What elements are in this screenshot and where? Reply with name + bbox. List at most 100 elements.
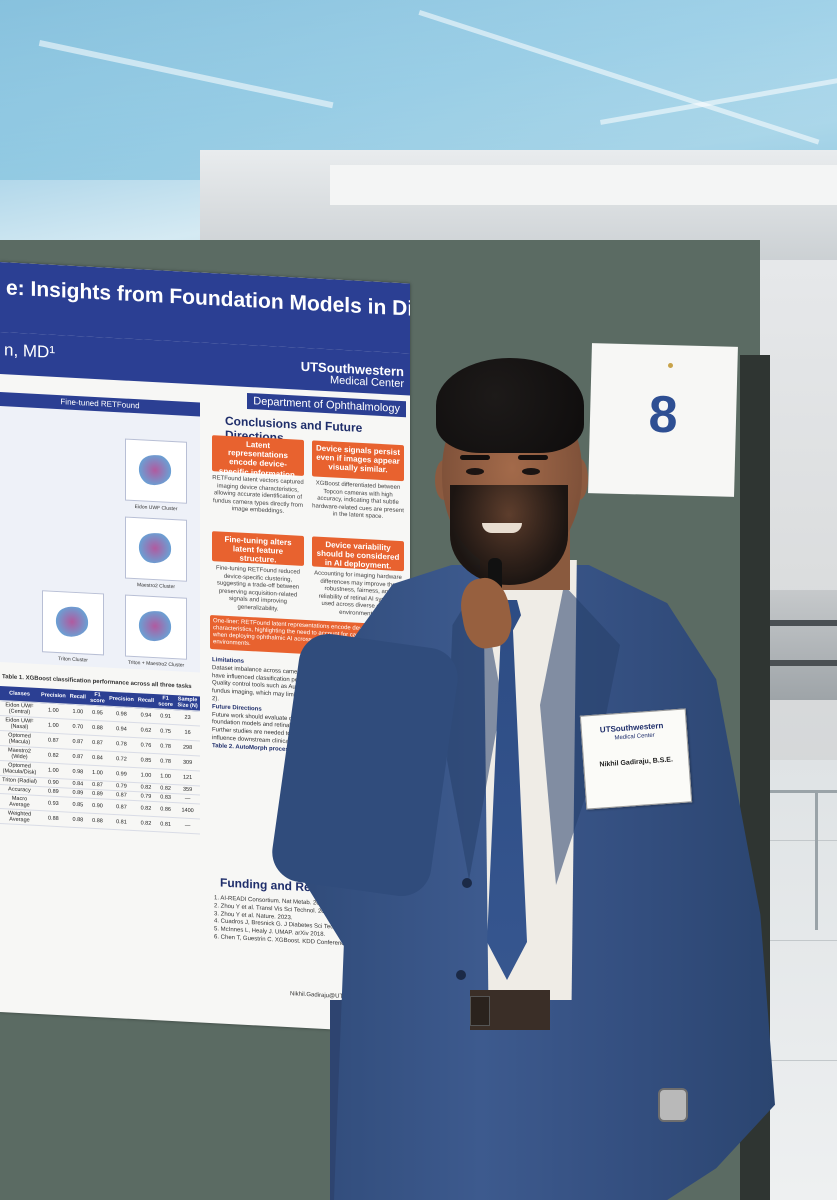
table-cell: 0.87 (107, 799, 136, 816)
name-badge: UTSouthwestern Medical Center Nikhil Gad… (579, 708, 693, 810)
table-cell: 16 (175, 724, 200, 741)
results-table: Classes Precision Recall F1 score Precision R… (0, 686, 200, 834)
table-cell: 121 (175, 769, 200, 786)
table-cell: 0.82 (135, 800, 157, 817)
table-cell: 0.72 (107, 751, 136, 768)
table-cell: — (175, 817, 200, 834)
table-cell: 0.87 (38, 732, 68, 750)
stanchion-rail (766, 790, 837, 793)
balcony-edge (330, 165, 837, 205)
cluster-blob (55, 605, 89, 638)
shop-shelf (766, 660, 837, 666)
eye (522, 468, 540, 475)
badge-name: Nikhil Gadiraju, B.S.E. (599, 756, 674, 769)
table-cell: 0.81 (107, 814, 136, 831)
table-cell: 0.86 (156, 801, 176, 818)
cluster-plot: Eidon UWF Cluster (125, 438, 187, 512)
hair (436, 358, 584, 453)
table-cell: 0.87 (67, 749, 88, 766)
push-pin (668, 363, 673, 368)
table-cell: 0.81 (156, 816, 176, 833)
table-header-cell: F1 score (156, 694, 176, 710)
table-cell: 0.99 (107, 766, 136, 783)
poster-title: e: Insights from Foundation Models in Di… (6, 276, 410, 325)
finding-box: Device signals persist even if images ap… (312, 440, 404, 482)
poster-author: n, MD¹ (4, 340, 55, 362)
table-cell: 0.85 (67, 797, 88, 814)
table-cell: 1.00 (67, 704, 88, 721)
table-cell: 0.75 (156, 723, 176, 740)
table-cell: 23 (175, 709, 200, 726)
table-cell: 0.87 (87, 735, 108, 752)
table-cell: 0.94 (135, 707, 157, 724)
finding-box: Device variability should be considered … (312, 536, 404, 572)
table-cell: 0.91 (156, 708, 176, 725)
table-cell: 0.78 (156, 753, 176, 770)
table-header-cell: Recall (135, 693, 157, 709)
eye (466, 468, 484, 475)
table-header-cell: Recall (67, 689, 88, 706)
cluster-caption: Maestro2 Cluster (136, 582, 176, 591)
cluster-caption: Triton Cluster (58, 656, 88, 664)
smile (482, 523, 522, 533)
table-cell: 0.84 (87, 750, 108, 767)
table-cell: 1.00 (87, 765, 108, 782)
floor-line (740, 1060, 837, 1061)
board-number-card: 8 (588, 343, 738, 497)
cluster-plot: Triton + Maestro2 Cluster (125, 594, 187, 669)
jacket-button (456, 970, 466, 980)
cluster-blob (138, 532, 172, 565)
table-cell: 298 (175, 739, 200, 756)
cluster-caption: Triton + Maestro2 Cluster (127, 659, 185, 669)
table-cell: 0.88 (67, 812, 88, 829)
table-cell: 0.98 (107, 706, 136, 723)
finding-box: Latent representations encode device-spe… (212, 435, 304, 479)
background-shop (766, 590, 837, 700)
table-cell: 0.76 (135, 737, 157, 754)
badge-org-sub: Medical Center (614, 732, 655, 742)
table-cell: 0.98 (67, 764, 88, 781)
floor-line (740, 940, 837, 941)
table-header-cell: Sample Size (N) (175, 695, 200, 711)
table-cell: Weighted Average (0, 808, 39, 826)
belt-buckle (470, 996, 490, 1026)
board-number: 8 (647, 385, 679, 445)
table-cell: 0.85 (135, 752, 157, 769)
cluster-caption: Eidon UWF Cluster (134, 504, 178, 513)
table-header-cell: Precision (107, 691, 136, 708)
finding-text: Fine-tuning RETFound reduced device-spec… (215, 565, 301, 613)
wristwatch (658, 1088, 688, 1122)
table-cell: 1.00 (156, 768, 176, 785)
table-cell: 0.88 (38, 810, 68, 828)
poster-department: Department of Ophthalmology (247, 392, 406, 418)
table-cell: 0.62 (135, 722, 157, 739)
table-cell: 0.93 (38, 795, 68, 813)
shop-shelf (766, 620, 837, 626)
finding-text: XGBoost differentiated between Topcon ca… (312, 480, 404, 521)
cluster-plot: Maestro2 Cluster (125, 516, 187, 590)
table-cell: 0.78 (156, 738, 176, 755)
table-cell: 1.00 (38, 702, 68, 720)
eyebrow (460, 455, 490, 460)
table-header-cell: F1 score (87, 690, 108, 707)
table-cell: 0.82 (38, 747, 68, 765)
table-cell: 1400 (175, 802, 200, 819)
table-body: Eidon UWF (Central) 1.00 1.00 0.95 0.98 0.94 0… (0, 700, 200, 834)
table-cell: 0.82 (135, 815, 157, 832)
umap-panel-header: Fine-tuned RETFound (0, 392, 200, 417)
table-cell: 0.88 (87, 813, 108, 830)
table-cell: 0.70 (67, 719, 88, 736)
cluster-blob (138, 610, 172, 643)
table-cell: 0.90 (87, 798, 108, 815)
cluster-blob (138, 454, 172, 487)
utsw-logo: UTSouthwestern Medical Center (301, 359, 404, 391)
beard (450, 485, 568, 585)
table-cell: 1.00 (38, 717, 68, 735)
finding-box: Fine-tuning alters latent feature struct… (212, 531, 304, 566)
table-cell: 1.00 (135, 767, 157, 784)
table-cell: 0.78 (107, 736, 136, 753)
eyebrow (518, 455, 548, 460)
umap-panel: Fine-tuned RETFound Eidon UWF Cluster Ma… (0, 392, 200, 673)
table-header-cell: Precision (38, 688, 68, 705)
table-cell: 0.95 (87, 705, 108, 722)
